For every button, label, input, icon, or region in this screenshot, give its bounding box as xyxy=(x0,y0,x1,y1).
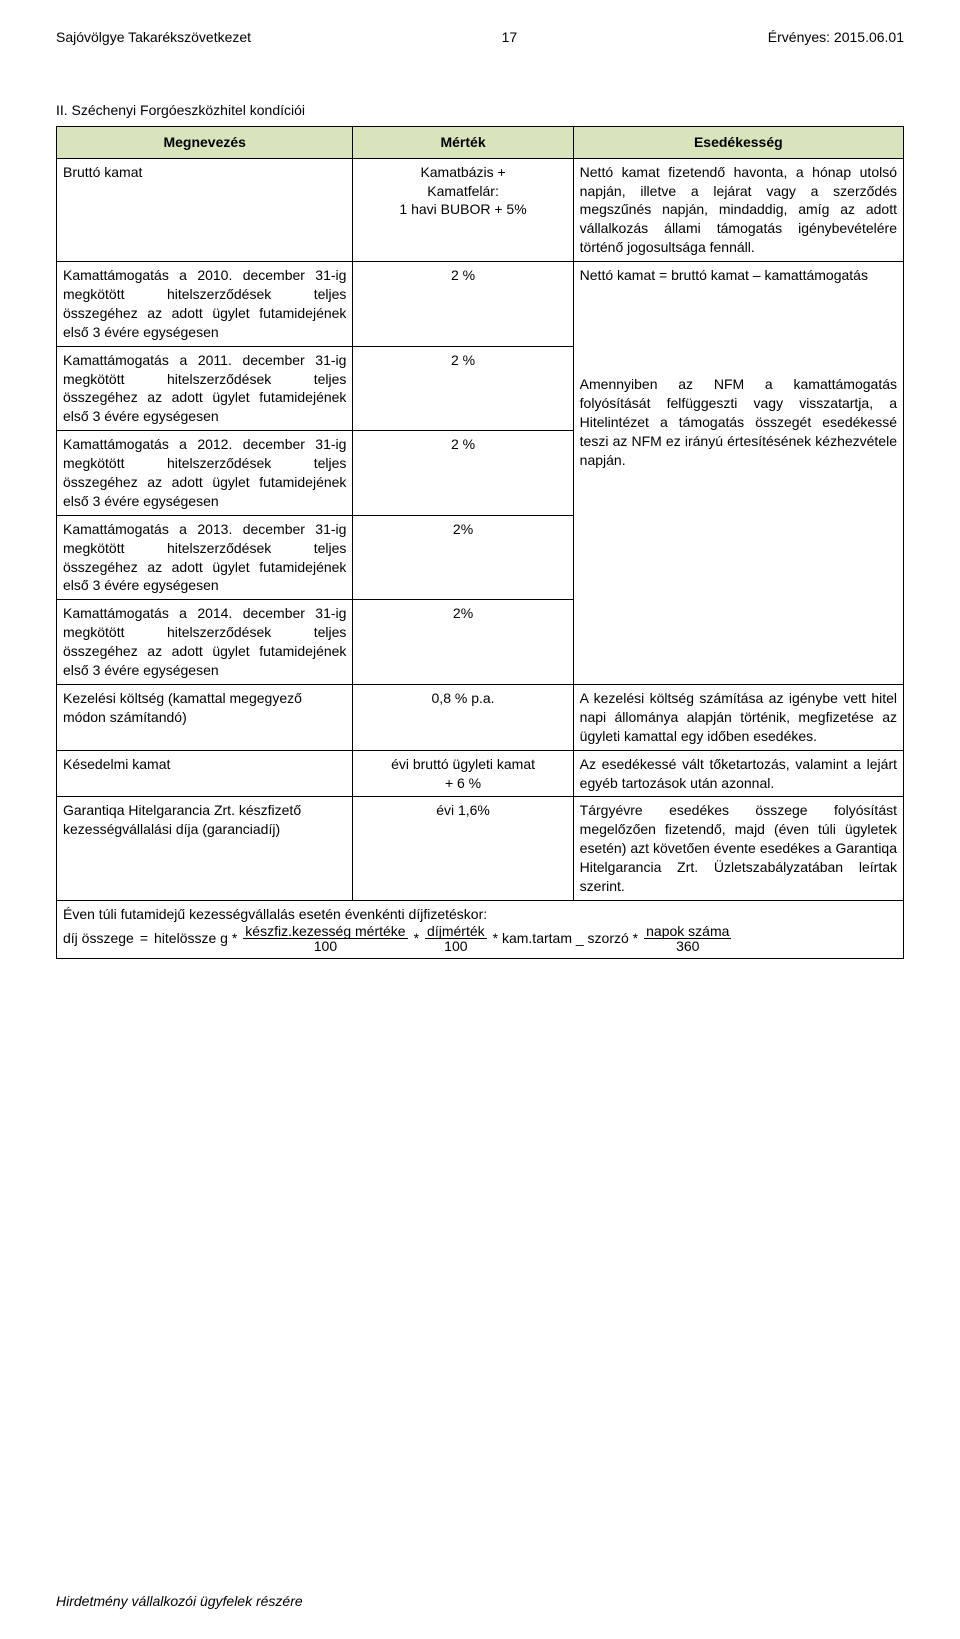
row-brutto-kamat: Bruttó kamat Kamatbázis +Kamatfelár:1 ha… xyxy=(57,158,904,261)
col-esedekesseg: Esedékesség xyxy=(573,126,903,158)
header-page-number: 17 xyxy=(502,28,518,47)
formula-expression: díj összege = hitelössze g * készfiz.kez… xyxy=(63,924,897,954)
row-k2010: Kamattámogatás a 2010. december 31-ig me… xyxy=(57,262,904,347)
cell-k2011-mertek: 2 % xyxy=(353,346,573,431)
cell-k2013-mertek: 2% xyxy=(353,515,573,600)
cell-formula: Éven túli futamidejű kezességvállalás es… xyxy=(57,900,904,958)
cell-k2011-label: Kamattámogatás a 2011. december 31-ig me… xyxy=(57,346,353,431)
formula-frac2-den: 100 xyxy=(425,938,487,954)
formula-frac3-den: 360 xyxy=(644,938,731,954)
formula-frac1-num: készfiz.kezesség mértéke xyxy=(243,924,407,939)
col-megnevezes: Megnevezés xyxy=(57,126,353,158)
formula-frac1: készfiz.kezesség mértéke 100 xyxy=(243,924,407,954)
formula-lhs-a: díj összege xyxy=(63,929,134,948)
cell-k2010-label: Kamattámogatás a 2010. december 31-ig me… xyxy=(57,262,353,347)
formula-frac2-num: díjmérték xyxy=(425,924,487,939)
header-left: Sajóvölgye Takarékszövetkezet xyxy=(56,28,251,47)
cell-k2012-mertek: 2 % xyxy=(353,431,573,516)
cell-garantiqa-mertek: évi 1,6% xyxy=(353,797,573,900)
formula-caption: Éven túli futamidejű kezességvállalás es… xyxy=(63,905,897,924)
formula-frac1-den: 100 xyxy=(243,938,407,954)
formula-frac3: napok száma 360 xyxy=(644,924,731,954)
cell-kamattamogatas-esed: Nettó kamat = bruttó kamat – kamattámoga… xyxy=(573,262,903,685)
row-kezelesi: Kezelési költség (kamattal megegyező mód… xyxy=(57,684,904,750)
cell-brutto-mertek: Kamatbázis +Kamatfelár:1 havi BUBOR + 5% xyxy=(353,158,573,261)
row-formula: Éven túli futamidejű kezességvállalás es… xyxy=(57,900,904,958)
kamattamogatas-body: Amennyiben az NFM a kamattámogatás folyó… xyxy=(580,375,897,469)
formula-eq: = xyxy=(140,929,148,948)
page: Sajóvölgye Takarékszövetkezet 17 Érvénye… xyxy=(0,0,960,1639)
header-right: Érvényes: 2015.06.01 xyxy=(768,28,904,47)
cell-garantiqa-esed: Tárgyévre esedékes összege folyósítást m… xyxy=(573,797,903,900)
cell-brutto-label: Bruttó kamat xyxy=(57,158,353,261)
cell-kesedelmi-esed: Az esedékessé vált tőketartozás, valamin… xyxy=(573,750,903,797)
formula-frac3-num: napok száma xyxy=(644,924,731,939)
cell-k2013-label: Kamattámogatás a 2013. december 31-ig me… xyxy=(57,515,353,600)
cell-kesedelmi-label: Késedelmi kamat xyxy=(57,750,353,797)
cell-k2010-mertek: 2 % xyxy=(353,262,573,347)
cell-brutto-esed: Nettó kamat fizetendő havonta, a hónap u… xyxy=(573,158,903,261)
conditions-table: Megnevezés Mérték Esedékesség Bruttó kam… xyxy=(56,126,904,959)
col-mertek: Mérték xyxy=(353,126,573,158)
cell-kezelesi-label: Kezelési költség (kamattal megegyező mód… xyxy=(57,684,353,750)
cell-kezelesi-mertek: 0,8 % p.a. xyxy=(353,684,573,750)
page-footer: Hirdetmény vállalkozói ügyfelek részére xyxy=(56,1592,303,1611)
formula-star1: * xyxy=(414,929,419,948)
cell-kezelesi-esed: A kezelési költség számítása az igénybe … xyxy=(573,684,903,750)
section-title: II. Széchenyi Forgóeszközhitel kondíciói xyxy=(56,101,904,120)
cell-k2014-mertek: 2% xyxy=(353,600,573,685)
table-header-row: Megnevezés Mérték Esedékesség xyxy=(57,126,904,158)
row-kesedelmi: Késedelmi kamat évi bruttó ügyleti kamat… xyxy=(57,750,904,797)
formula-lhs-b: hitelössze g * xyxy=(154,929,237,948)
formula-mid: * kam.tartam _ szorzó * xyxy=(493,929,639,948)
cell-k2014-label: Kamattámogatás a 2014. december 31-ig me… xyxy=(57,600,353,685)
cell-k2012-label: Kamattámogatás a 2012. december 31-ig me… xyxy=(57,431,353,516)
cell-kesedelmi-mertek: évi bruttó ügyleti kamat+ 6 % xyxy=(353,750,573,797)
cell-garantiqa-label: Garantiqa Hitelgarancia Zrt. készfizető … xyxy=(57,797,353,900)
document-header: Sajóvölgye Takarékszövetkezet 17 Érvénye… xyxy=(56,28,904,47)
row-garantiqa: Garantiqa Hitelgarancia Zrt. készfizető … xyxy=(57,797,904,900)
formula-frac2: díjmérték 100 xyxy=(425,924,487,954)
kamattamogatas-intro: Nettó kamat = bruttó kamat – kamattámoga… xyxy=(580,266,897,285)
